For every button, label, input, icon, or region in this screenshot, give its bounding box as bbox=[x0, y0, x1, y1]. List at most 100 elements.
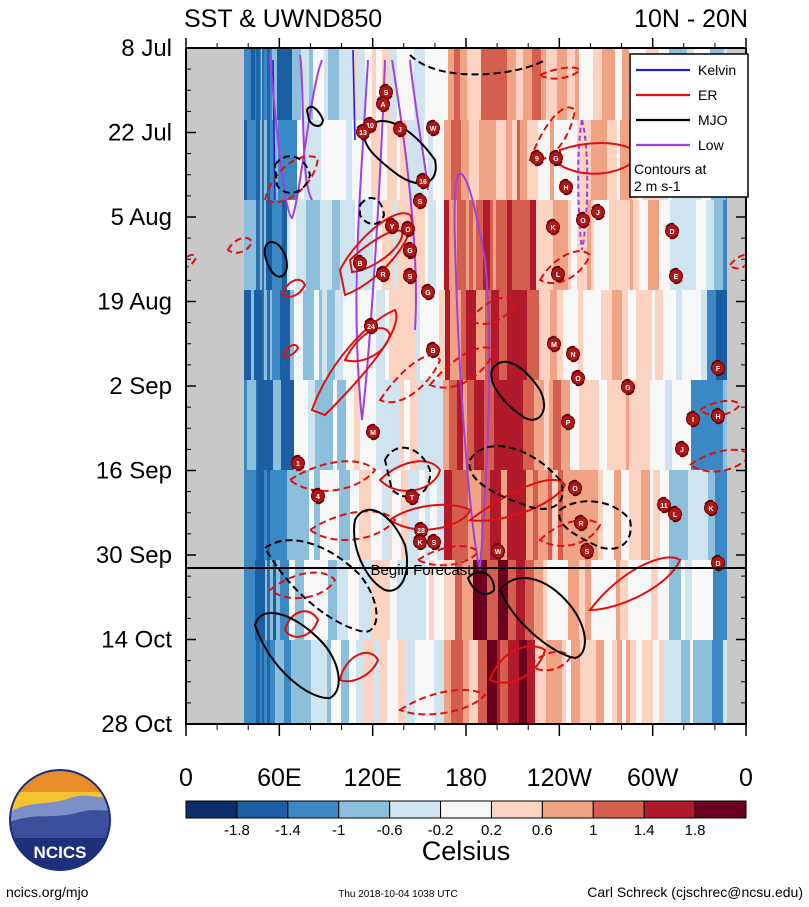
storm-label: B bbox=[357, 261, 362, 268]
sst-cell bbox=[331, 120, 339, 201]
storm-marker: H bbox=[559, 178, 573, 196]
sst-cell bbox=[428, 120, 434, 201]
sst-cell bbox=[308, 380, 316, 471]
sst-cell bbox=[588, 470, 599, 561]
storm-marker: L bbox=[668, 505, 682, 523]
sst-cell bbox=[591, 120, 602, 201]
sst-cell bbox=[400, 560, 411, 641]
storm-label: D bbox=[715, 561, 720, 568]
colorbar-label: 0.6 bbox=[532, 822, 553, 839]
storm-label: R bbox=[578, 521, 583, 528]
sst-cell bbox=[610, 48, 616, 121]
sst-cell bbox=[333, 380, 338, 471]
sst-cell bbox=[517, 120, 521, 201]
sst-cell bbox=[444, 560, 456, 641]
storm-label: 28 bbox=[417, 528, 425, 535]
sst-cell bbox=[410, 560, 422, 641]
sst-cell bbox=[591, 200, 595, 291]
sst-cell bbox=[294, 380, 299, 471]
sst-cell bbox=[640, 380, 651, 471]
sst-cell bbox=[456, 120, 462, 201]
legend: Kelvin ER MJO Low Contours at 2 m s-1 bbox=[629, 53, 749, 198]
storm-marker: K bbox=[704, 499, 718, 517]
sst-cell bbox=[244, 470, 248, 561]
sst-cell bbox=[433, 120, 445, 201]
storm-label: 11 bbox=[660, 503, 668, 510]
sst-cell bbox=[690, 290, 702, 381]
sst-cell bbox=[664, 640, 670, 724]
sst-cell bbox=[622, 48, 630, 121]
sst-cell bbox=[309, 470, 315, 561]
sst-cell bbox=[506, 120, 513, 201]
sst-cell bbox=[527, 290, 537, 381]
sst-cell bbox=[439, 290, 446, 381]
sst-cell bbox=[483, 200, 491, 291]
sst-cell bbox=[553, 640, 563, 724]
sst-cell bbox=[525, 560, 535, 641]
sst-cell bbox=[583, 640, 587, 724]
sst-cell bbox=[425, 200, 429, 291]
storm-marker: D bbox=[665, 222, 679, 240]
sst-cell bbox=[362, 470, 372, 561]
sst-cell bbox=[577, 120, 587, 201]
sst-cell bbox=[322, 290, 328, 381]
colorbar-label: -1.4 bbox=[275, 822, 301, 839]
sst-cell bbox=[415, 120, 425, 201]
sst-cell bbox=[549, 380, 554, 471]
sst-cell bbox=[430, 470, 438, 561]
sst-cell bbox=[642, 640, 654, 724]
sst-cell bbox=[669, 640, 678, 724]
storm-label: H bbox=[715, 414, 720, 421]
sst-cell bbox=[422, 380, 434, 471]
sst-cell bbox=[472, 48, 482, 121]
sst-cell bbox=[346, 290, 356, 381]
colorbar-swatch bbox=[287, 800, 340, 819]
storm-marker: A bbox=[376, 95, 390, 113]
sst-cell bbox=[566, 640, 572, 724]
sst-cell bbox=[570, 470, 579, 561]
sst-cell bbox=[376, 200, 383, 291]
sst-cell bbox=[348, 560, 360, 641]
sst-cell bbox=[571, 200, 578, 291]
forecast-label: Begin Forecast bbox=[371, 562, 473, 579]
sst-cell bbox=[278, 470, 288, 561]
sst-cell bbox=[519, 640, 528, 724]
sst-cell bbox=[348, 200, 356, 291]
sst-cell bbox=[313, 200, 321, 291]
sst-cell bbox=[346, 120, 353, 201]
sst-cell bbox=[396, 290, 405, 381]
sst-cell bbox=[343, 290, 347, 381]
sst-cell bbox=[273, 470, 279, 561]
sst-cell bbox=[609, 560, 617, 641]
sst-cell bbox=[641, 470, 646, 561]
sst-cell bbox=[596, 640, 600, 724]
legend-note-line1: Contours at bbox=[634, 161, 706, 177]
sst-cell bbox=[614, 470, 622, 561]
sst-cell bbox=[612, 290, 623, 381]
sst-cell bbox=[467, 48, 473, 121]
sst-cell bbox=[487, 640, 498, 724]
sst-cell bbox=[629, 470, 633, 561]
sst-cell bbox=[538, 470, 549, 561]
storm-marker: J bbox=[393, 120, 407, 138]
colorbar-label: -0.2 bbox=[428, 822, 454, 839]
sst-cell bbox=[267, 120, 275, 201]
storm-marker: G bbox=[403, 241, 417, 259]
storm-marker: I bbox=[686, 410, 700, 428]
sst-cell bbox=[469, 200, 474, 291]
storm-marker: G bbox=[549, 149, 563, 167]
sst-cell bbox=[276, 560, 281, 641]
sst-cell bbox=[340, 290, 344, 381]
sst-cell bbox=[460, 48, 468, 121]
sst-cell bbox=[663, 290, 668, 381]
ncics-logo: NCICS bbox=[9, 769, 111, 871]
sst-cell bbox=[512, 120, 518, 201]
sst-cell bbox=[304, 560, 315, 641]
sst-cell bbox=[560, 48, 568, 121]
sst-cell bbox=[298, 640, 309, 724]
footer-website[interactable]: ncics.org/mjo bbox=[6, 884, 89, 900]
y-tick-label: 22 Jul bbox=[108, 120, 172, 147]
sst-cell bbox=[630, 640, 637, 724]
sst-cell bbox=[667, 290, 677, 381]
sst-cell bbox=[543, 560, 548, 641]
